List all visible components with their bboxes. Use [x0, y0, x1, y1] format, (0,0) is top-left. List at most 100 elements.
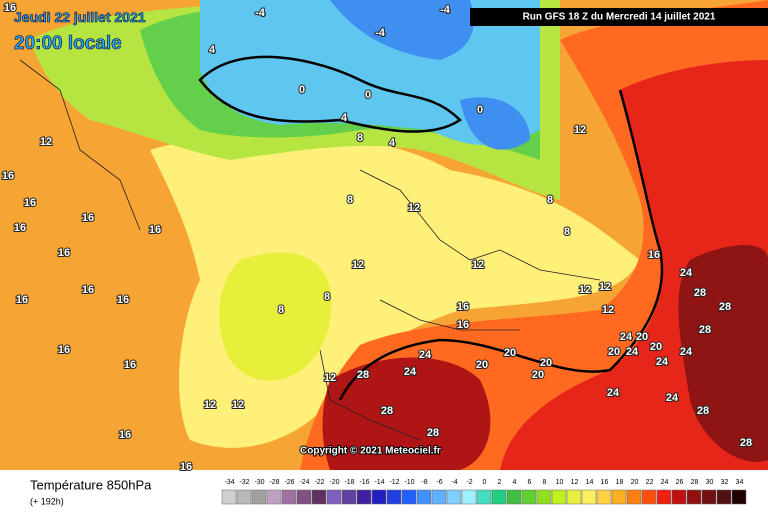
scale-swatch [716, 489, 732, 505]
copyright: Copyright © 2021 Meteociel.fr [300, 446, 441, 457]
footer-title: Température 850hPa [30, 477, 152, 492]
forecast-date: Jeudi 22 juillet 2021 [14, 9, 146, 25]
run-box [470, 8, 768, 26]
contour-label: 24 [656, 356, 669, 368]
scale-swatch [731, 489, 747, 505]
scale-swatch [401, 489, 417, 505]
scale-label: -28 [269, 479, 279, 486]
scale-label: 8 [543, 479, 547, 486]
scale-swatch [296, 489, 312, 505]
contour-label: 28 [427, 427, 439, 439]
contour-label: 28 [699, 324, 711, 336]
scale-swatch [686, 489, 702, 505]
contour-label: 16 [82, 212, 94, 224]
scale-label: 30 [706, 479, 714, 486]
contour-label: -4 [440, 4, 451, 16]
zero-isotherm [198, 55, 462, 133]
contour-label: 12 [574, 124, 586, 136]
scale-label: -30 [254, 479, 264, 486]
scale-label: 24 [661, 479, 669, 486]
scale-swatch [521, 489, 537, 505]
scale-swatch [341, 489, 357, 505]
scale-swatch [611, 489, 627, 505]
contour-label: 20 [504, 347, 516, 359]
scale-swatch [431, 489, 447, 505]
scale-label: -4 [451, 479, 457, 486]
contour-label: 24 [404, 366, 417, 378]
contour-label: 8 [278, 304, 284, 316]
scale-label: 2 [498, 479, 502, 486]
contour-label: 12 [40, 136, 52, 148]
contour-label: -4 [375, 27, 386, 39]
scale-label: -32 [239, 479, 249, 486]
scale-label: 10 [556, 479, 564, 486]
scale-swatch [356, 489, 372, 505]
contour-label: 24 [620, 331, 633, 343]
contour-label: 16 [82, 284, 94, 296]
scale-label: 20 [631, 479, 639, 486]
scale-label: -20 [329, 479, 339, 486]
scale-swatch [386, 489, 402, 505]
contour-label: 16 [457, 319, 469, 331]
twenty-isotherm [338, 89, 664, 401]
contour-label: 12 [352, 259, 364, 271]
contour-label: 16 [149, 224, 161, 236]
contour-label: 20 [532, 369, 544, 381]
contour-label: 8 [347, 194, 353, 206]
contour-label: 24 [666, 392, 679, 404]
contour-label: 16 [4, 2, 16, 14]
contour-labels: 16 12 16 16 16 16 16 16 16 16 16 16 16 16 16 12 12 8 8 8 12 1… [1, 1, 753, 474]
run-info: Run GFS 18 Z du Mercredi 14 juillet 2021 [523, 12, 716, 23]
yellow-core [219, 252, 332, 381]
contour-label: 16 [2, 170, 14, 182]
scale-label: 12 [571, 479, 579, 486]
contour-label: 16 [124, 359, 136, 371]
contour-label: 20 [650, 341, 662, 353]
contour-label: 8 [547, 194, 553, 206]
scale-swatch [371, 489, 387, 505]
scale-swatch [311, 489, 327, 505]
contour-label: 24 [607, 387, 620, 399]
contour-label: 24 [419, 349, 432, 361]
contour-label: 16 [117, 294, 129, 306]
contour-label: 4 [389, 137, 396, 149]
scale-label: -18 [344, 479, 354, 486]
scale-swatch [671, 489, 687, 505]
scale-label: -26 [284, 479, 294, 486]
contour-label: 16 [58, 247, 70, 259]
scale-swatch [506, 489, 522, 505]
contour-label: 12 [602, 304, 614, 316]
contour-label: 0 [299, 84, 305, 96]
cold-core [330, 0, 474, 60]
scale-label: 34 [736, 479, 744, 486]
scale-label: 28 [691, 479, 699, 486]
scale-swatch [221, 489, 237, 505]
scale-label: -22 [314, 479, 324, 486]
scale-label: -24 [299, 479, 309, 486]
contour-label: 16 [16, 294, 28, 306]
scale-label: 0 [483, 479, 487, 486]
contour-label: 28 [719, 301, 731, 313]
scale-swatch [266, 489, 282, 505]
scale-swatch [416, 489, 432, 505]
contour-label: 28 [357, 369, 369, 381]
scale-swatch [476, 489, 492, 505]
scale-label: -6 [436, 479, 442, 486]
coastlines [19, 59, 601, 441]
scale-label: 14 [586, 479, 594, 486]
contour-label: 12 [324, 372, 336, 384]
scale-label: -10 [404, 479, 414, 486]
scale-swatch [581, 489, 597, 505]
scale-swatch [626, 489, 642, 505]
scale-swatch [596, 489, 612, 505]
scale-label: 18 [616, 479, 624, 486]
contour-label: 12 [472, 259, 484, 271]
contour-label: 28 [381, 405, 393, 417]
scale-label: -16 [359, 479, 369, 486]
contour-label: 8 [564, 226, 570, 238]
contour-label: 20 [608, 346, 620, 358]
scale-swatch [236, 489, 252, 505]
contour-label: 4 [209, 44, 216, 56]
contour-label: 16 [180, 461, 192, 473]
contour-label: 8 [324, 291, 330, 303]
